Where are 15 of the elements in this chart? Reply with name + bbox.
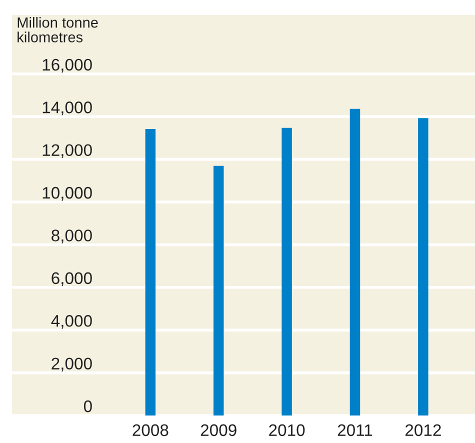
y-tick-label: 2,000 [52,358,92,372]
x-tick-label: 2012 [405,424,441,436]
y-tick-label: 6,000 [52,272,92,286]
y-tick-label: 14,000 [42,102,92,116]
x-tick-label: 2009 [200,424,236,436]
y-tick-label: 4,000 [51,315,92,329]
y-tick-label: 16,000 [42,58,92,73]
x-tick-label: 2010 [269,424,305,436]
y-tick-label: 10,000 [42,186,92,201]
y-axis-title: Million tonne kilometres [18,17,98,42]
x-tick-label: 2011 [338,424,372,436]
y-tick-label: 12,000 [42,144,92,158]
y-tick-label: 0 [84,400,92,412]
x-tick-label: 2008 [132,424,168,436]
y-tick-label: 8,000 [52,230,92,244]
